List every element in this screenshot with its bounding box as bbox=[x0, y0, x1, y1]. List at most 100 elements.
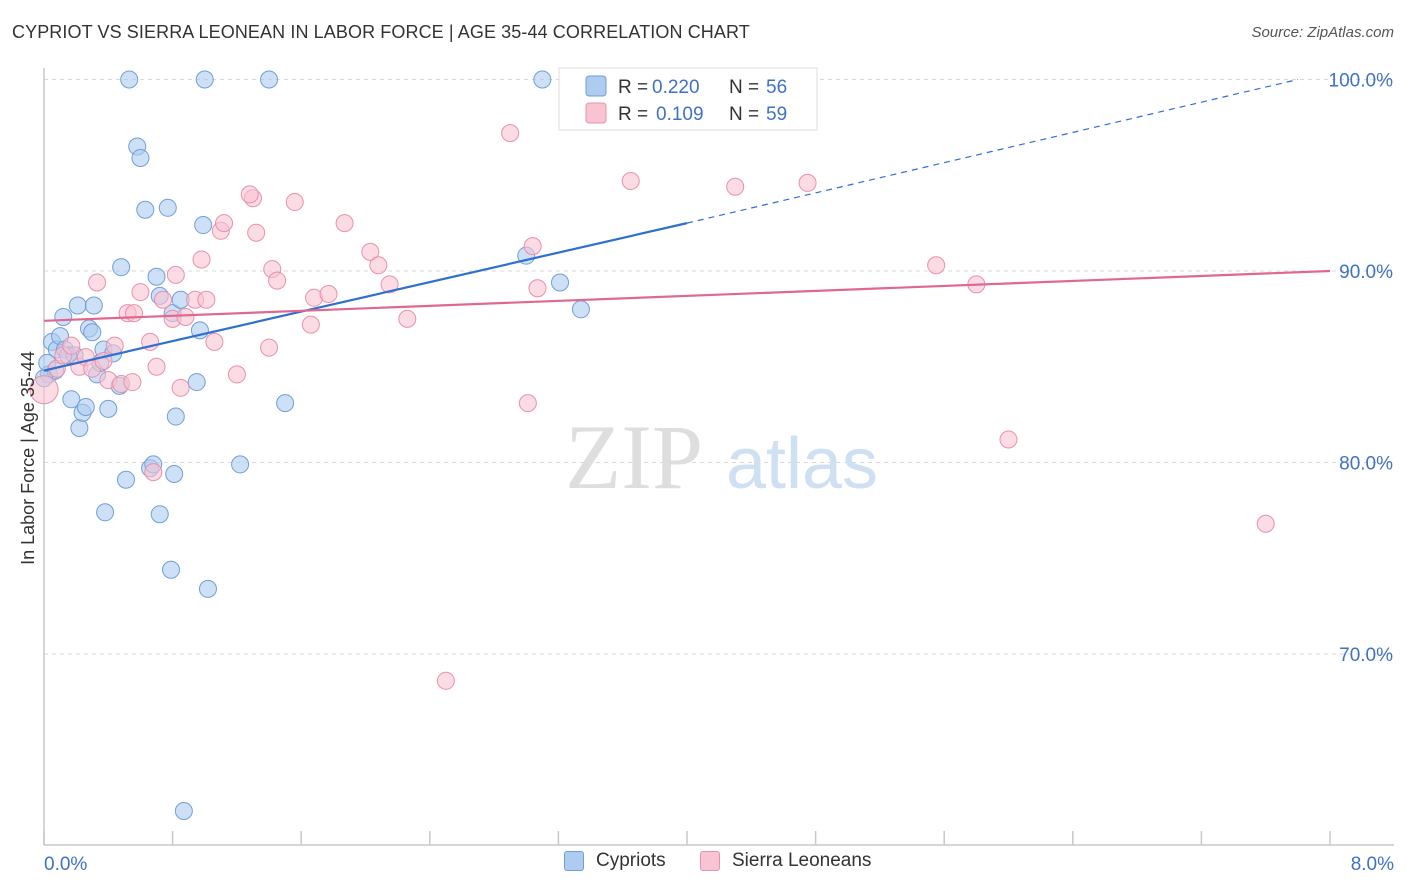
legend-r-value: 0.220 bbox=[652, 77, 700, 98]
cypriot-point[interactable] bbox=[96, 503, 115, 522]
sierra-leonean-trend-line bbox=[43, 269, 1331, 322]
cypriot-point[interactable] bbox=[62, 390, 81, 409]
sierra-leonean-point[interactable] bbox=[147, 357, 166, 376]
legend-item-sierra-leoneans[interactable]: Sierra Leoneans bbox=[700, 850, 871, 872]
sierra-leonean-point[interactable] bbox=[62, 336, 81, 355]
legend-swatch-cypriots bbox=[585, 75, 607, 97]
sierra-leonean-point[interactable] bbox=[29, 375, 59, 405]
cypriot-point[interactable] bbox=[84, 296, 103, 315]
y-tick-label: 80.0% bbox=[1339, 454, 1393, 475]
sierra-leonean-point[interactable] bbox=[335, 214, 354, 233]
sierra-leonean-point[interactable] bbox=[268, 271, 287, 290]
tick-labels: 70.0% 80.0% 90.0% 100.0% 0.0% 8.0% bbox=[44, 71, 1394, 876]
sierra-leonean-point[interactable] bbox=[523, 237, 542, 256]
legend-n-value: 59 bbox=[766, 104, 787, 125]
sierra-leonean-point[interactable] bbox=[144, 463, 163, 482]
cypriot-trend-line bbox=[43, 222, 688, 372]
cypriot-point[interactable] bbox=[166, 407, 185, 426]
chart-title: CYPRIOT VS SIERRA LEONEAN IN LABOR FORCE… bbox=[12, 22, 750, 42]
cypriot-point[interactable] bbox=[571, 300, 590, 319]
cypriot-point[interactable] bbox=[161, 560, 180, 579]
sierra-leonean-point[interactable] bbox=[726, 177, 745, 196]
watermark-zip: ZIP bbox=[565, 406, 703, 508]
sierra-leonean-point[interactable] bbox=[153, 290, 172, 309]
sierra-leonean-point[interactable] bbox=[369, 256, 388, 275]
sierra-leonean-point[interactable] bbox=[999, 430, 1018, 449]
sierra-leonean-point[interactable] bbox=[319, 284, 338, 303]
sierra-leonean-point[interactable] bbox=[621, 171, 640, 190]
cypriot-point[interactable] bbox=[165, 464, 184, 483]
sierra-leonean-point[interactable] bbox=[361, 242, 380, 261]
cypriot-point[interactable] bbox=[158, 198, 177, 217]
sierra-leonean-point[interactable] bbox=[398, 309, 417, 328]
legend-label-cypriots: Cypriots bbox=[596, 850, 666, 871]
sierra-leonean-point[interactable] bbox=[125, 304, 144, 323]
cypriot-point[interactable] bbox=[551, 273, 570, 292]
cypriot-point[interactable] bbox=[70, 419, 89, 438]
sierra-leonean-point[interactable] bbox=[380, 275, 399, 294]
cypriot-point[interactable] bbox=[136, 200, 155, 219]
cypriot-point[interactable] bbox=[187, 373, 206, 392]
sierra-leonean-point[interactable] bbox=[171, 378, 190, 397]
gridlines bbox=[44, 79, 1394, 655]
sierra-leonean-point[interactable] bbox=[927, 256, 946, 275]
sierra-leonean-point[interactable] bbox=[240, 185, 259, 204]
cypriot-point[interactable] bbox=[54, 307, 73, 326]
cypriot-point[interactable] bbox=[116, 470, 135, 489]
cypriot-point[interactable] bbox=[76, 397, 95, 416]
sierra-leonean-point[interactable] bbox=[528, 279, 547, 298]
cypriot-point[interactable] bbox=[231, 455, 250, 474]
cypriot-point[interactable] bbox=[195, 70, 214, 89]
sierra-leonean-point[interactable] bbox=[197, 290, 216, 309]
legend-n-label: N = bbox=[729, 77, 759, 98]
sierra-leonean-point[interactable] bbox=[436, 671, 455, 690]
cypriot-point[interactable] bbox=[99, 399, 118, 418]
sierra-leonean-point[interactable] bbox=[501, 124, 520, 143]
sierra-leonean-point[interactable] bbox=[166, 265, 185, 284]
y-axis-label: In Labor Force | Age 35-44 bbox=[18, 351, 38, 565]
cypriot-point[interactable] bbox=[198, 579, 217, 598]
cypriot-point[interactable] bbox=[174, 802, 193, 821]
sierra-leonean-point[interactable] bbox=[1256, 514, 1275, 533]
cypriot-point[interactable] bbox=[131, 149, 150, 168]
y-tick-label: 100.0% bbox=[1329, 71, 1394, 92]
sierra-leonean-point[interactable] bbox=[260, 338, 279, 357]
legend-n-value: 56 bbox=[766, 77, 787, 98]
legend-bottom: Cypriots Sierra Leoneans bbox=[0, 850, 1406, 880]
watermark-atlas: atlas bbox=[726, 424, 878, 504]
cypriot-point[interactable] bbox=[194, 216, 213, 235]
cypriot-trend-extension bbox=[686, 78, 1298, 224]
legend-swatch-cypriots bbox=[564, 851, 584, 871]
cypriot-point[interactable] bbox=[147, 267, 166, 286]
sierra-leonean-point[interactable] bbox=[88, 273, 107, 292]
sierra-leonean-point[interactable] bbox=[247, 223, 266, 242]
sierra-leonean-point[interactable] bbox=[518, 394, 537, 413]
y-tick-label: 70.0% bbox=[1339, 645, 1393, 666]
sierra-leonean-point[interactable] bbox=[227, 365, 246, 384]
cypriot-point[interactable] bbox=[260, 70, 279, 89]
sierra-leonean-point[interactable] bbox=[285, 193, 304, 212]
legend-swatch-sierra-leoneans bbox=[585, 102, 607, 124]
sierra-leonean-point[interactable] bbox=[215, 214, 234, 233]
sierra-leonean-point[interactable] bbox=[176, 307, 195, 326]
cypriot-point[interactable] bbox=[83, 323, 102, 342]
cypriot-point[interactable] bbox=[533, 70, 552, 89]
legend-r-label: R = bbox=[618, 77, 648, 98]
x-tick-label: 0.0% bbox=[44, 854, 87, 875]
cypriot-point[interactable] bbox=[150, 505, 169, 524]
cypriot-point[interactable] bbox=[68, 296, 87, 315]
sierra-leonean-point[interactable] bbox=[205, 332, 224, 351]
legend-label-sierra-leoneans: Sierra Leoneans bbox=[732, 850, 872, 871]
sierra-leonean-point[interactable] bbox=[192, 250, 211, 269]
cypriot-point[interactable] bbox=[120, 70, 139, 89]
legend-item-cypriots[interactable]: Cypriots bbox=[564, 850, 666, 872]
sierra-leonean-point[interactable] bbox=[123, 373, 142, 392]
legend-n-label: N = bbox=[729, 104, 759, 125]
y-tick-label: 90.0% bbox=[1339, 262, 1393, 283]
sierra-leonean-point[interactable] bbox=[131, 283, 150, 302]
sierra-leonean-point[interactable] bbox=[105, 336, 124, 355]
sierra-leonean-point[interactable] bbox=[301, 315, 320, 334]
sierra-leonean-point[interactable] bbox=[798, 173, 817, 192]
cypriot-point[interactable] bbox=[276, 394, 295, 413]
cypriot-point[interactable] bbox=[112, 258, 131, 277]
